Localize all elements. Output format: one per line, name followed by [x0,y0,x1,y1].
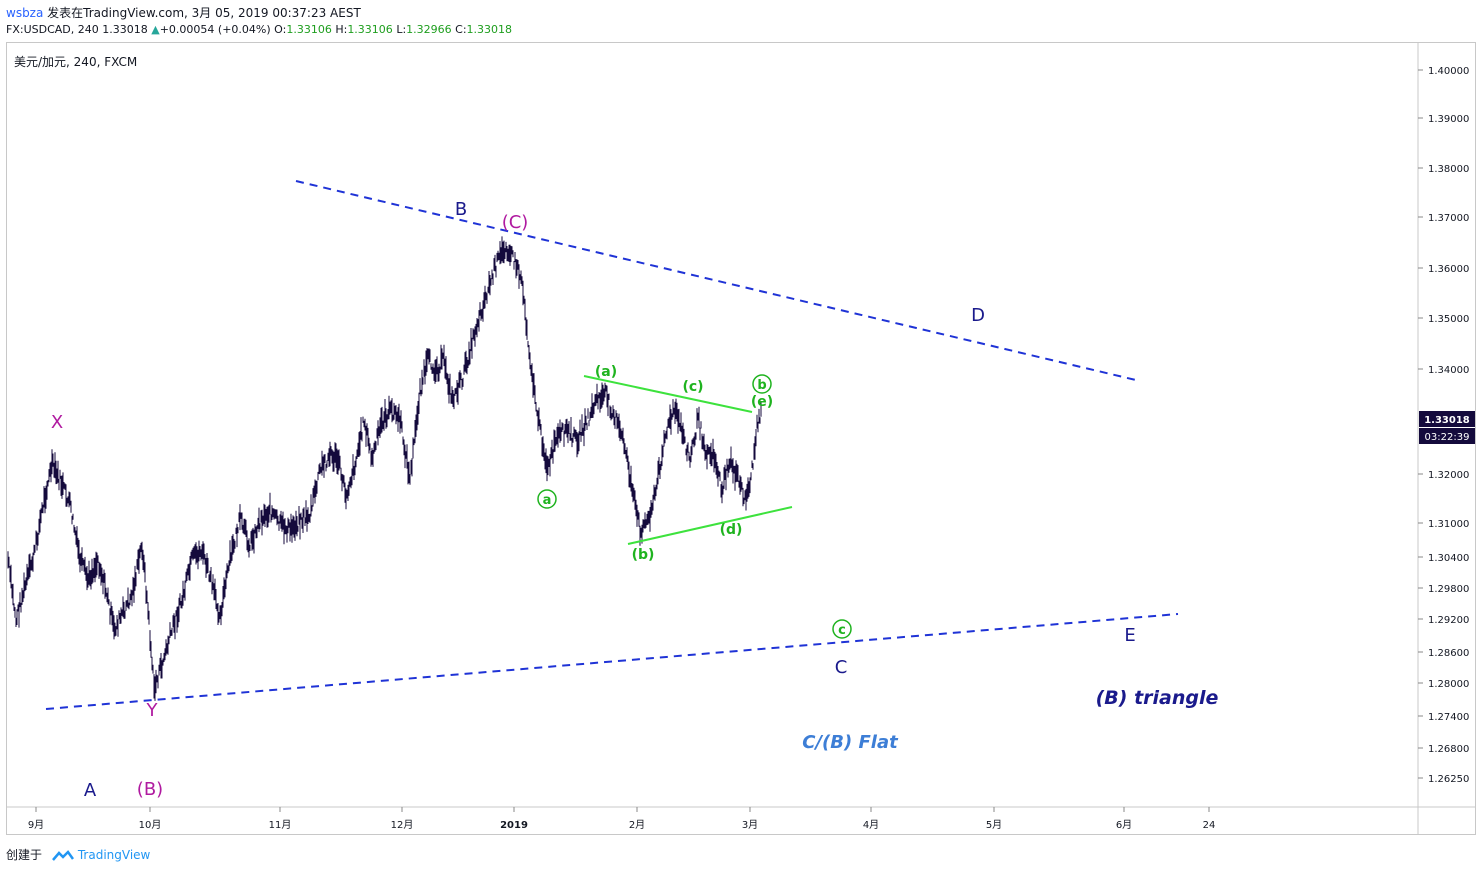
minor-upper-trendline[interactable] [583,375,753,413]
price-tick-label: 1.32000 [1428,470,1469,481]
wave-label-circled-a[interactable]: a [543,493,552,508]
wave-label-circled-b[interactable]: b [757,378,766,393]
wave-label-X[interactable]: X [51,412,63,433]
chart-header-title: wsbza 发表在TradingView.com, 3月 05, 2019 00… [6,4,361,21]
high-value: 1.33106 [347,23,393,36]
wave-label-B[interactable]: B [455,199,467,220]
chart-frame[interactable] [6,42,1476,835]
low-label: L: [396,23,407,36]
price-tick-label: 1.29800 [1428,584,1469,595]
price-tick-label: 1.30400 [1428,553,1469,564]
open-label: O: [274,23,287,36]
price-tick-label: 1.26250 [1428,774,1469,785]
time-tick-label: 10月 [139,819,162,831]
minor-lower-trendline[interactable] [627,506,793,545]
wave-label-paren-B[interactable]: (B) [137,779,163,800]
bar-countdown: 03:22:39 [1425,432,1470,443]
price-axis[interactable]: 1.40000 1.39000 1.38000 1.37000 1.36000 1.350… [1418,66,1469,785]
author-link[interactable]: wsbza [6,6,44,20]
triangle-up-icon: ▲ [151,23,160,36]
candlestick-series[interactable] [7,236,762,701]
triangle-title[interactable]: (B) triangle [1096,687,1219,709]
circle-a-icon [537,489,557,509]
price-tick-label: 1.36000 [1428,264,1469,275]
wave-label-minor-c[interactable]: (c) [682,379,703,395]
countdown-badge [1419,428,1475,444]
wave-label-A[interactable]: A [84,780,97,801]
created-label: 创建于 [6,848,43,862]
price-tick-label: 1.34000 [1428,365,1469,376]
ohlc-header: FX:USDCAD, 240 1.33018 ▲+0.00054 (+0.04%… [6,23,512,36]
time-tick-label: 4月 [863,819,879,831]
price-tick-label: 1.29200 [1428,615,1469,626]
symbol-legend[interactable]: 美元/加元, 240, FXCM [14,55,138,69]
wave-label-C[interactable]: C [835,657,848,678]
price-tick-label: 1.26800 [1428,744,1469,755]
close-value: 1.33018 [466,23,513,36]
high-label: H: [335,23,348,36]
time-tick-label: 5月 [986,819,1002,831]
time-tick-label: 3月 [742,819,758,831]
wave-label-circled-c[interactable]: c [838,623,846,638]
low-value: 1.32966 [406,23,452,36]
last-price-value: 1.33018 [1424,415,1470,426]
price-tick-label: 1.31000 [1428,519,1469,530]
price-tick-label: 1.39000 [1428,114,1469,125]
time-tick-label: 12月 [391,819,414,831]
time-tick-label: 24 [1203,820,1216,831]
time-tick-label: 6月 [1116,819,1132,831]
wave-label-minor-e[interactable]: (e) [751,394,773,410]
last-price-badge [1419,411,1475,427]
price-tick-label: 1.27400 [1428,712,1469,723]
tradingview-brand[interactable]: TradingView [77,848,151,862]
price-tick-label: 1.35000 [1428,314,1469,325]
time-tick-label: 2019 [500,820,528,831]
price-tick-label: 1.40000 [1428,66,1469,77]
circle-b-icon [752,374,772,394]
wave-label-D[interactable]: D [971,305,985,326]
wave-label-E[interactable]: E [1124,625,1135,646]
triangle-lower-trendline[interactable] [45,613,1179,710]
circle-c-icon [832,619,852,639]
price-tick-label: 1.28000 [1428,679,1469,690]
open-value: 1.33106 [286,23,332,36]
wave-label-minor-b[interactable]: (b) [632,547,655,563]
time-tick-label: 2月 [629,819,645,831]
symbol-info: FX:USDCAD, 240 1.33018 [6,23,148,36]
wave-label-minor-d[interactable]: (d) [720,522,743,538]
tradingview-logo-icon [51,849,74,861]
price-change: +0.00054 (+0.04%) [159,23,271,36]
price-tick-label: 1.37000 [1428,213,1469,224]
price-tick-label: 1.38000 [1428,164,1469,175]
published-info: 发表在TradingView.com, 3月 05, 2019 00:37:23… [47,6,361,20]
flat-title[interactable]: C/(B) Flat [802,732,899,753]
footer: 创建于 TradingView [6,846,150,863]
price-tick-label: 1.28600 [1428,648,1469,659]
triangle-upper-trendline[interactable] [295,180,1141,382]
wave-label-paren-C[interactable]: (C) [502,212,529,233]
time-axis[interactable]: 9月 10月 11月 12月 2019 2月 3月 4月 5月 6月 24 [28,807,1216,831]
time-tick-label: 11月 [269,819,292,831]
wave-label-Y[interactable]: Y [146,700,159,721]
close-label: C: [455,23,467,36]
wave-label-minor-a[interactable]: (a) [595,364,617,380]
time-tick-label: 9月 [28,819,44,831]
